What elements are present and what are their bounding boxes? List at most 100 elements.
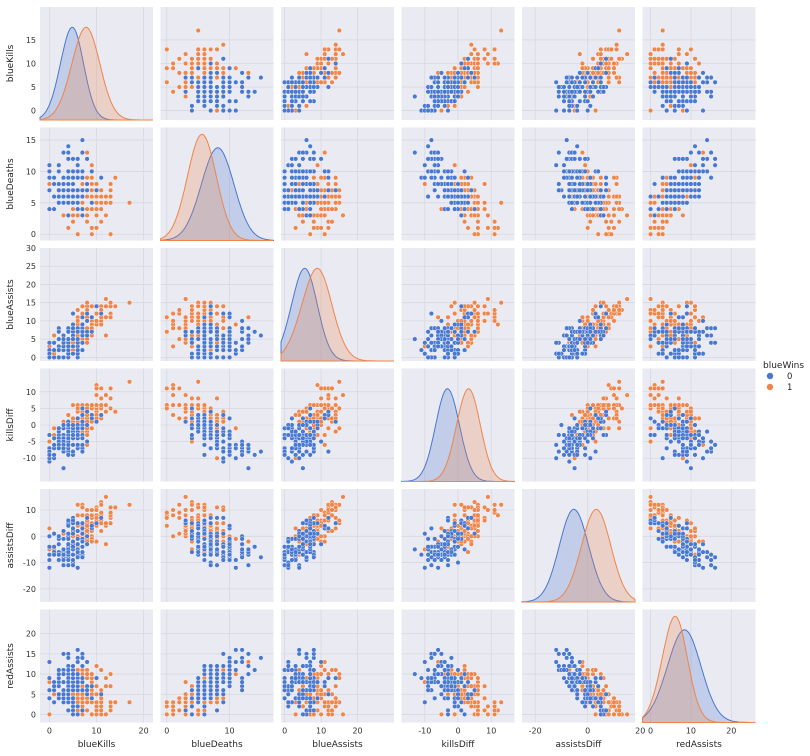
point-class-0 (315, 75, 321, 81)
point-class-1 (65, 412, 71, 418)
point-class-0 (582, 168, 588, 174)
point-class-0 (333, 419, 339, 425)
point-class-1 (688, 318, 694, 324)
point-class-0 (566, 194, 572, 200)
point-class-1 (98, 502, 104, 508)
point-class-0 (556, 187, 562, 193)
point-class-1 (611, 307, 617, 313)
point-class-1 (112, 409, 118, 415)
point-class-0 (315, 425, 321, 431)
panel-assistsDiff-vs-blueDeaths (160, 489, 274, 602)
point-class-1 (195, 379, 201, 385)
point-class-1 (492, 46, 498, 52)
point-class-0 (708, 150, 714, 156)
point-class-1 (668, 61, 674, 67)
y-tick-label: 10 (26, 506, 36, 515)
point-class-0 (293, 187, 299, 193)
point-class-1 (98, 322, 104, 328)
point-class-0 (227, 75, 233, 81)
point-class-0 (56, 200, 62, 206)
point-class-1 (84, 340, 90, 346)
point-class-1 (183, 79, 189, 85)
point-class-1 (614, 75, 620, 81)
point-class-1 (582, 162, 588, 168)
point-class-0 (680, 412, 686, 418)
point-class-0 (56, 445, 62, 451)
point-class-0 (692, 143, 698, 149)
point-class-0 (680, 156, 686, 162)
point-class-0 (289, 98, 295, 104)
point-class-0 (227, 89, 233, 95)
point-class-0 (574, 422, 580, 428)
panel-blueAssists-vs-blueAssists (280, 248, 394, 362)
point-class-1 (688, 70, 694, 76)
point-class-0 (676, 325, 682, 331)
point-class-0 (684, 303, 690, 309)
point-class-1 (79, 504, 85, 510)
point-class-0 (65, 343, 71, 349)
point-class-0 (195, 329, 201, 335)
point-class-0 (696, 181, 702, 187)
point-class-0 (46, 552, 52, 558)
point-class-0 (220, 455, 226, 461)
point-class-0 (556, 449, 562, 455)
point-class-1 (98, 194, 104, 200)
point-class-0 (566, 168, 572, 174)
point-class-0 (70, 449, 76, 455)
point-class-1 (608, 231, 614, 237)
point-class-0 (676, 354, 682, 360)
point-class-0 (445, 206, 451, 212)
point-class-0 (676, 439, 682, 445)
point-class-0 (56, 162, 62, 168)
point-class-1 (340, 212, 346, 218)
point-class-0 (79, 525, 85, 531)
point-class-0 (61, 175, 67, 181)
point-class-1 (195, 504, 201, 510)
point-class-0 (577, 79, 583, 85)
point-class-0 (98, 311, 104, 317)
point-class-0 (572, 181, 578, 187)
point-class-1 (220, 303, 226, 309)
point-class-0 (195, 79, 201, 85)
point-class-1 (611, 206, 617, 212)
point-class-0 (318, 439, 324, 445)
panel-blueAssists-vs-blueDeaths (160, 248, 274, 361)
point-class-0 (300, 98, 306, 104)
point-class-1 (472, 212, 478, 218)
point-class-0 (61, 546, 67, 552)
point-class-0 (452, 206, 458, 212)
point-class-0 (569, 175, 575, 181)
point-class-0 (318, 70, 324, 76)
point-class-0 (712, 442, 718, 448)
point-class-1 (170, 412, 176, 418)
point-class-1 (606, 225, 612, 231)
point-class-0 (452, 98, 458, 104)
point-class-0 (183, 89, 189, 95)
point-class-1 (75, 512, 81, 518)
point-class-1 (189, 56, 195, 62)
point-class-1 (684, 51, 690, 57)
point-class-0 (672, 89, 678, 95)
point-class-0 (65, 452, 71, 458)
point-class-0 (307, 194, 313, 200)
point-class-1 (648, 425, 654, 431)
point-class-0 (75, 549, 81, 555)
point-class-0 (468, 311, 474, 317)
point-class-0 (307, 212, 313, 218)
point-class-0 (428, 75, 434, 81)
point-class-0 (195, 351, 201, 357)
point-class-0 (696, 442, 702, 448)
point-class-1 (183, 507, 189, 513)
point-class-0 (208, 70, 214, 76)
point-class-1 (315, 56, 321, 62)
point-class-0 (425, 108, 431, 114)
point-class-0 (572, 187, 578, 193)
point-class-1 (336, 46, 342, 52)
point-class-1 (108, 385, 114, 391)
point-class-0 (208, 343, 214, 349)
point-class-0 (652, 212, 658, 218)
point-class-0 (239, 318, 245, 324)
point-class-0 (239, 343, 245, 349)
point-class-0 (566, 181, 572, 187)
point-class-0 (590, 79, 596, 85)
